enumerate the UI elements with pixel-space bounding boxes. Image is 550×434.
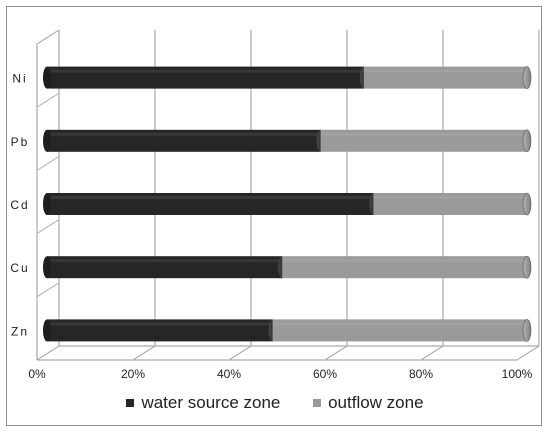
bar-left-cap xyxy=(43,129,51,152)
legend-label-outflow-zone: outflow zone xyxy=(328,393,424,412)
category-separator xyxy=(36,92,60,108)
bar-sheen xyxy=(47,69,364,73)
bar-cap xyxy=(522,319,532,342)
bar-left-cap xyxy=(43,193,51,215)
bar-cap xyxy=(522,129,532,153)
category-label-cd: Cd xyxy=(10,198,29,212)
category-label-ni: Ni xyxy=(12,72,27,86)
bar-segment-water-source-zone xyxy=(47,319,273,342)
bar-sheen xyxy=(47,196,374,199)
legend-item-outflow-zone: outflow zone xyxy=(313,393,424,413)
left-wall-top xyxy=(36,29,60,45)
x-tick-label: 20% xyxy=(121,367,145,381)
x-tick-label: 0% xyxy=(28,367,46,381)
category-label-zn: Zn xyxy=(11,324,29,338)
bar-cap xyxy=(522,192,532,216)
bar-sheen xyxy=(47,259,283,263)
bar-sheen xyxy=(282,259,527,263)
x-tick-label: 60% xyxy=(313,367,337,381)
gridline-floor xyxy=(132,345,156,361)
legend-item-water-source-zone: water source zone xyxy=(126,393,280,413)
category-separator xyxy=(36,282,60,298)
bar-segment-outflow-zone xyxy=(363,66,527,89)
bar-cap xyxy=(522,66,532,89)
bar-sheen xyxy=(373,196,527,199)
bar-sheen xyxy=(272,322,527,326)
gridline-floor xyxy=(36,345,60,361)
bar-sheen xyxy=(47,132,321,136)
gridline-floor xyxy=(516,345,540,361)
bar-segment-water-source-zone xyxy=(47,256,283,279)
bar-segment-water-source-zone xyxy=(47,66,364,89)
bar-sheen xyxy=(47,322,273,326)
category-separator xyxy=(36,219,60,235)
bar-segment-outflow-zone xyxy=(373,193,527,215)
bar-left-cap xyxy=(43,256,51,279)
category-label-pb: Pb xyxy=(11,135,30,149)
bars xyxy=(43,66,532,342)
category-separator xyxy=(36,155,60,171)
bar-left-cap xyxy=(43,319,51,342)
axis-labels: 0% 20% 40% 60% 80% 100% Ni Pb Cd Cu Zn xyxy=(10,72,532,381)
bar-sheen xyxy=(363,69,527,73)
gridline-floor xyxy=(420,345,444,361)
x-tick-label: 40% xyxy=(217,367,241,381)
bar-segment-outflow-zone xyxy=(320,129,527,152)
gridline-floor xyxy=(324,345,348,361)
bar-segment-outflow-zone xyxy=(282,256,527,279)
category-label-cu: Cu xyxy=(10,261,29,275)
bar-sheen xyxy=(320,132,527,136)
legend-label-water-source-zone: water source zone xyxy=(141,393,281,412)
x-tick-label: 100% xyxy=(502,367,533,381)
bar-segment-water-source-zone xyxy=(47,129,321,152)
bar-segment-water-source-zone xyxy=(47,193,374,215)
bar-cap xyxy=(522,255,532,279)
legend-swatch-gray xyxy=(313,398,322,407)
legend-swatch-dark xyxy=(126,398,135,407)
bar-left-cap xyxy=(43,66,51,89)
bar-segment-outflow-zone xyxy=(272,319,527,342)
gridline-floor xyxy=(228,345,252,361)
x-tick-label: 80% xyxy=(409,367,433,381)
legend: water source zone outflow zone xyxy=(0,393,550,413)
